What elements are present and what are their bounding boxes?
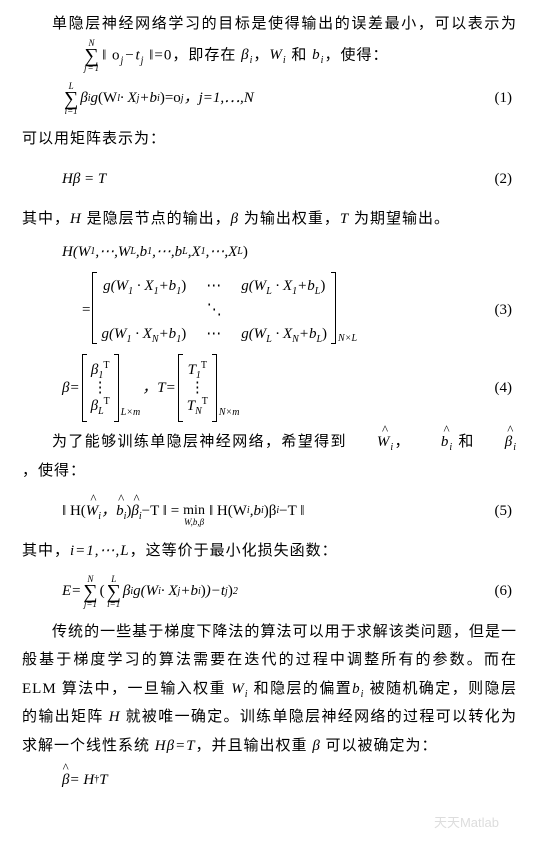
eq3-number: (3) xyxy=(495,296,518,325)
paragraph-2: 可以用矩阵表示为： xyxy=(22,125,517,154)
paragraph-3: 其中，H 是隐层节点的输出，β 为输出权重，T 为期望输出。 xyxy=(22,205,517,234)
equation-5: ‖ H(Wi，bi)βi−T ‖ = minW,b,β ‖ H(Wi,bi)βi… xyxy=(22,491,517,531)
eq2-number: (2) xyxy=(495,165,518,194)
paragraph-5: 其中，i=1,⋯,L，这等价于最小化损失函数： xyxy=(22,537,517,566)
paragraph-1: 单隐层神经网络学习的目标是使得输出的误差最小，可以表示为 N∑j=1‖ oj−tj… xyxy=(22,10,517,73)
equation-7: β = H† T xyxy=(22,766,517,795)
p1-text-b: ，即存在 xyxy=(172,47,241,63)
var-W-hat: Wi xyxy=(347,428,394,457)
equation-6: E= N∑j=1 ( L∑i=1 βig(Wi · Xj+bi))−tj)2 (… xyxy=(22,572,517,612)
inline-sum-1: N∑j=1‖ oj−tj ‖=0 xyxy=(22,39,172,73)
beta-hat: β xyxy=(62,766,69,795)
var-beta: β xyxy=(312,738,320,754)
p1-text-d: ，使得： xyxy=(324,47,388,63)
var-beta-i: βi xyxy=(241,47,253,63)
equation-3: = g(W1 · X1+b1) ⋯ g(WL · X1+bL) ⋱ g(W1 ·… xyxy=(22,272,517,348)
var-W-i: Wi xyxy=(269,47,286,63)
equation-4: β= β1T ⋮ βLT L×m ，T= T1T ⋮ TNT N×m (4) xyxy=(22,354,517,422)
p1-text-a: 单隐层神经网络学习的目标是使得输出的误差最小，可以表示为 xyxy=(52,16,517,32)
equation-1: L∑i=1βig(Wl · Xj+bi)=oj，j=1,⋯,N (1) xyxy=(22,79,517,119)
paragraph-4: 为了能够训练单隐层神经网络，希望得到Wi，bi 和βi，使得： xyxy=(22,428,517,485)
watermark: 天天Matlab xyxy=(434,811,499,836)
eq4-number: (4) xyxy=(495,374,518,403)
var-sys: Hβ=T xyxy=(155,738,196,754)
eq5-number: (5) xyxy=(495,497,518,526)
paragraph-6: 传统的一些基于梯度下降法的算法可以用于求解该类问题，但是一般基于梯度学习的算法需… xyxy=(22,618,517,761)
p1-text-c: 和 xyxy=(287,47,313,63)
var-H: H xyxy=(109,709,121,725)
equation-2: Hβ = T (2) xyxy=(22,159,517,199)
var-b-hat: bi xyxy=(411,428,453,457)
equation-3-header: H(W1,⋯,WL,b1,⋯,bL,X1,⋯,XL) xyxy=(22,238,517,267)
var-bi: bi xyxy=(352,681,364,697)
var-beta-hat: βi xyxy=(475,428,517,457)
var-Wi: Wi xyxy=(231,681,248,697)
var-b-i: bi xyxy=(312,47,324,63)
eq1-number: (1) xyxy=(495,84,518,113)
eq6-number: (6) xyxy=(495,577,518,606)
